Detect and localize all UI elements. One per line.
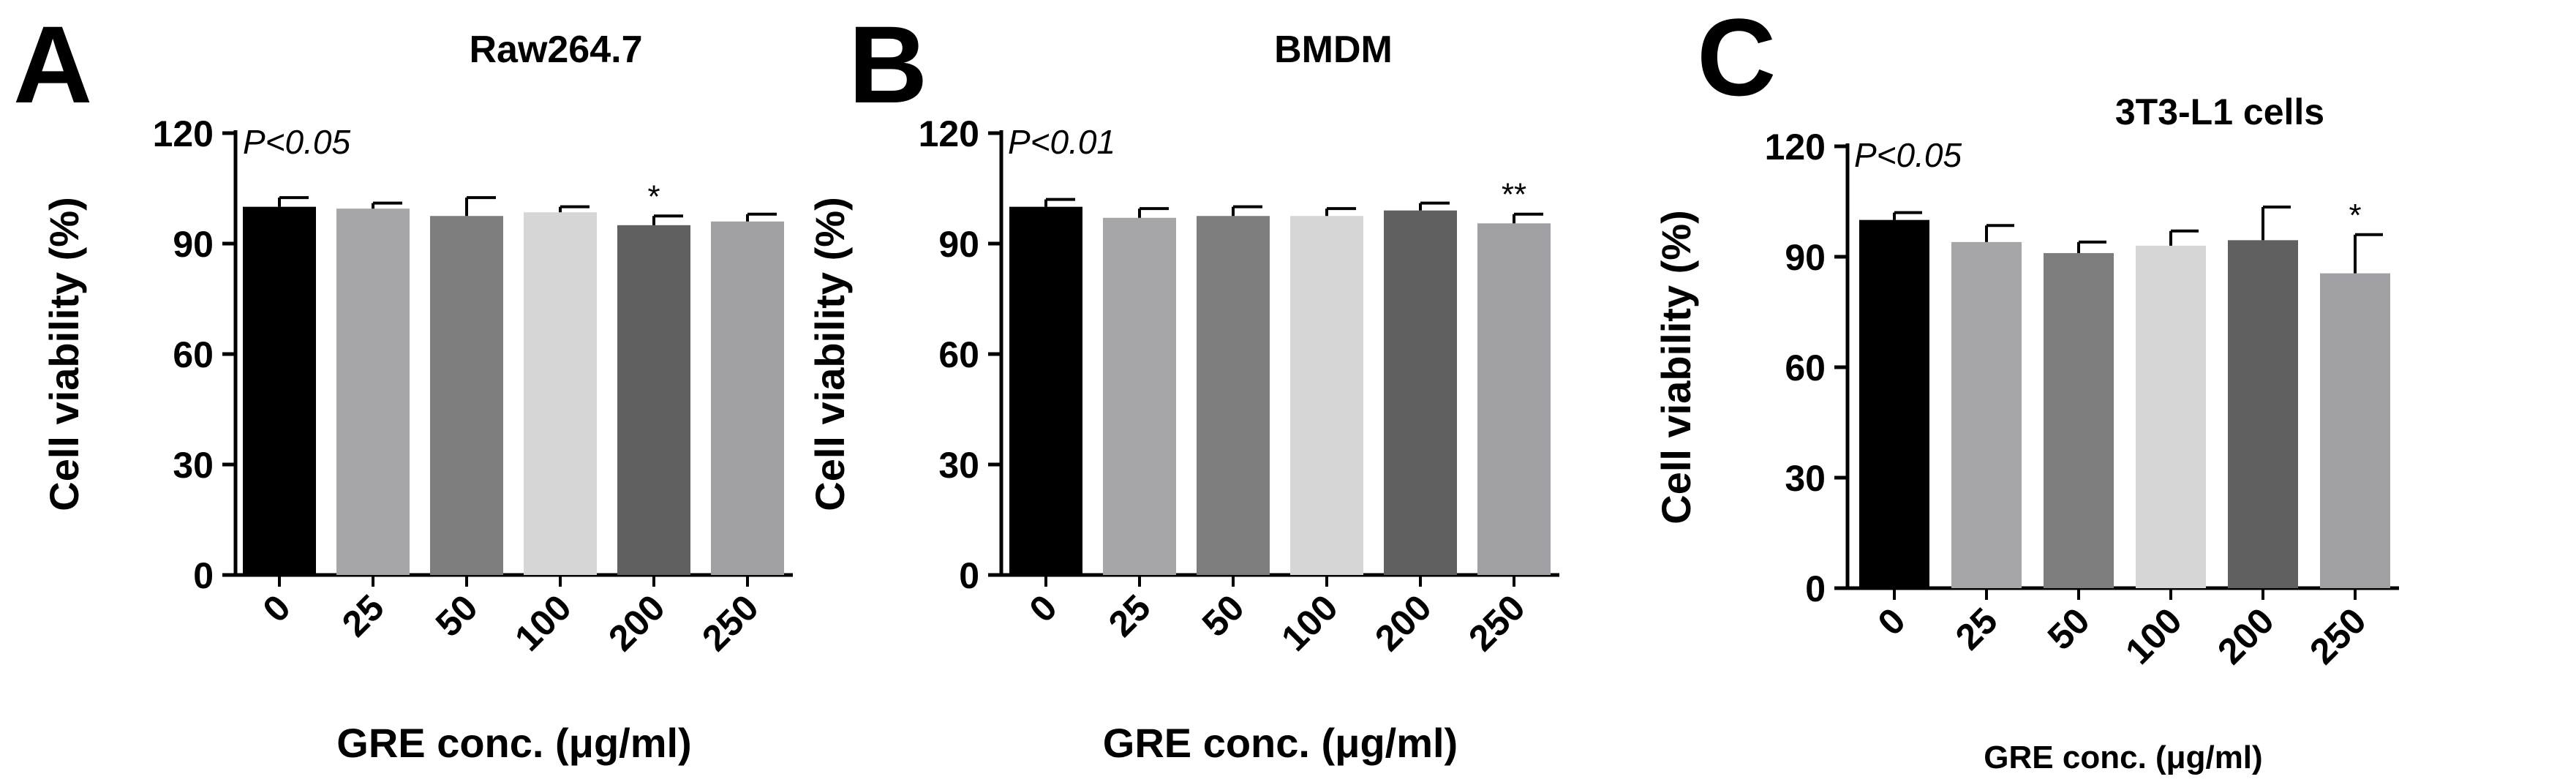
significance-mark: **: [1502, 177, 1526, 213]
x-axis-label: GRE conc. (μg/ml): [336, 720, 691, 766]
chart-panel-a: A Raw264.7 P<0.05 0 30 60 90 120 Cell viability …: [13, 3, 793, 766]
x-tick-label: 0: [1022, 587, 1065, 630]
chart-panel-c: C 3T3-L1 cells P<0.05 0 30 60 90 120 Cell viabil…: [1653, 0, 2399, 775]
x-tick-label: 250: [2302, 600, 2374, 672]
significance-mark: *: [647, 178, 660, 214]
y-tick-label: 0: [959, 555, 979, 596]
bar-0: [1859, 219, 1929, 588]
y-tick-label: 30: [1785, 458, 1826, 499]
y-tick-label: 30: [938, 445, 979, 486]
bar-100: [524, 212, 597, 575]
x-axis-label: GRE conc. (μg/ml): [1984, 740, 2262, 775]
panel-letter: C: [1697, 0, 1776, 119]
y-tick-label: 120: [919, 113, 979, 154]
y-axis-label: Cell viability (%): [807, 197, 853, 511]
x-tick-label: 250: [1461, 587, 1533, 659]
x-tick-label: 25: [1101, 587, 1159, 644]
x-tick-label: 0: [255, 587, 298, 630]
bar-25: [1951, 241, 2022, 588]
y-axis-label: Cell viability (%): [41, 197, 87, 511]
chart-panel-b: B BMDM P<0.01 0 30 60 90 120 Cell viability (%) 0…: [807, 3, 1559, 766]
y-axis-label: Cell viability (%): [1653, 210, 1699, 524]
x-tick-label: 100: [507, 587, 579, 659]
bar-25: [1103, 217, 1176, 575]
bar-25: [336, 208, 410, 575]
x-axis-label: GRE conc. (μg/ml): [1103, 720, 1458, 766]
x-tick-label: 25: [334, 587, 392, 644]
bar-100: [1290, 216, 1363, 575]
y-tick-label: 90: [173, 224, 214, 265]
bar-0: [243, 206, 316, 575]
panel-letter: B: [848, 3, 927, 126]
y-tick-label: 120: [153, 113, 214, 154]
y-tick-label: 30: [173, 445, 214, 486]
bar-250: [2320, 273, 2390, 588]
bar-50: [430, 216, 503, 575]
y-tick-label: 60: [173, 334, 214, 375]
chart-title: Raw264.7: [469, 29, 642, 71]
p-value-label: P<0.01: [1008, 123, 1115, 161]
x-tick-label: 50: [2040, 600, 2098, 658]
chart-title: BMDM: [1274, 29, 1393, 71]
x-tick-label: 200: [600, 587, 673, 659]
x-tick-label: 250: [694, 587, 767, 659]
y-tick-label: 60: [1785, 347, 1826, 388]
x-tick-label: 100: [1273, 587, 1346, 659]
y-tick-label: 90: [938, 224, 979, 265]
bar-200: [2228, 240, 2298, 588]
bar-200: [617, 225, 690, 575]
bar-100: [2136, 245, 2206, 588]
x-tick-label: 200: [2210, 600, 2282, 672]
y-tick-label: 120: [1765, 127, 1826, 168]
p-value-label: P<0.05: [243, 123, 350, 161]
bar-50: [2044, 252, 2114, 588]
x-tick-label: 0: [1870, 600, 1913, 643]
bar-200: [1384, 210, 1457, 575]
bar-0: [1009, 206, 1082, 575]
y-tick-label: 90: [1785, 237, 1826, 278]
x-tick-label: 200: [1367, 587, 1439, 659]
x-tick-label: 50: [1194, 587, 1252, 644]
y-tick-label: 0: [193, 555, 214, 596]
x-tick-label: 25: [1948, 600, 2006, 658]
bar-50: [1197, 216, 1270, 575]
significance-mark: *: [2349, 198, 2361, 233]
y-tick-label: 60: [938, 334, 979, 375]
p-value-label: P<0.05: [1854, 136, 1962, 174]
x-tick-label: 100: [2117, 600, 2190, 672]
x-tick-label: 50: [428, 587, 486, 644]
y-tick-label: 0: [1805, 568, 1826, 609]
bar-250: [711, 221, 784, 575]
bar-250: [1477, 223, 1551, 575]
panel-letter: A: [13, 3, 92, 126]
chart-title: 3T3-L1 cells: [2115, 91, 2324, 132]
